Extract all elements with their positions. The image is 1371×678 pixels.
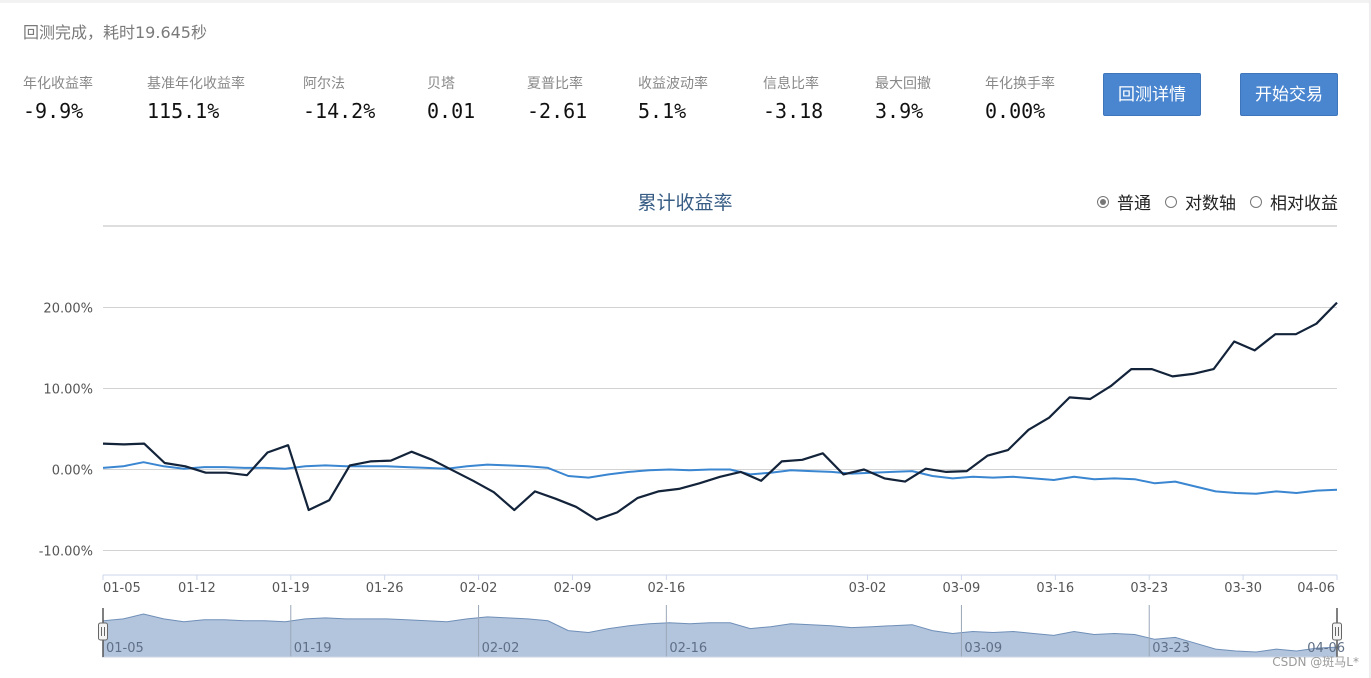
x-tick-label: 02-09 <box>554 581 592 596</box>
x-tick-label: 03-23 <box>1130 581 1168 596</box>
metric-annual-return: 年化收益率 -9.9% <box>23 73 93 123</box>
metric-label: 贝塔 <box>427 76 455 92</box>
navigator-label: 03-09 <box>964 641 1002 656</box>
x-tick-label: 02-02 <box>460 581 498 596</box>
metric-value: -2.61 <box>527 99 588 123</box>
range-navigator: 01-05 01-19 02-02 02-16 03-09 03-23 04-06 <box>98 605 1345 658</box>
x-tick-label: 01-19 <box>272 581 310 596</box>
y-tick-label: -10.00% <box>39 545 93 560</box>
radio-selected-icon <box>1097 195 1109 208</box>
scale-option-log[interactable]: 对数轴 <box>1165 189 1236 214</box>
series-lines <box>102 301 1338 521</box>
right-border <box>1369 0 1371 678</box>
scale-option-relative[interactable]: 相对收益 <box>1250 189 1338 214</box>
y-gridlines <box>103 307 1337 551</box>
metric-label: 阿尔法 <box>303 76 345 92</box>
metric-value: 3.9% <box>875 99 924 123</box>
y-tick-label: 10.00% <box>43 383 93 398</box>
x-tick-label: 03-30 <box>1224 581 1262 596</box>
y-tick-labels: 20.00% 10.00% 0.00% -10.00% <box>39 302 93 560</box>
navigator-area <box>102 613 1338 658</box>
x-tick-label: 03-16 <box>1036 581 1074 596</box>
metric-value: 0.01 <box>427 99 476 123</box>
strategy-return-line <box>102 461 1338 495</box>
metric-value: 115.1% <box>147 99 220 123</box>
start-trading-button[interactable]: 开始交易 <box>1240 73 1338 116</box>
metric-beta: 贝塔 0.01 <box>427 73 475 123</box>
metric-label: 年化换手率 <box>985 76 1055 92</box>
navigator-label: 02-02 <box>482 641 520 656</box>
radio-icon <box>1250 195 1262 208</box>
x-tick-label: 03-02 <box>849 581 887 596</box>
scale-option-normal[interactable]: 普通 <box>1097 189 1151 214</box>
y-tick-label: 20.00% <box>43 302 93 317</box>
metric-label: 基准年化收益率 <box>147 76 245 92</box>
radio-icon <box>1165 195 1177 208</box>
scale-option-label: 相对收益 <box>1270 194 1338 214</box>
metric-sharpe: 夏普比率 -2.61 <box>527 73 587 123</box>
metric-information-ratio: 信息比率 -3.18 <box>763 73 823 123</box>
x-tick-label: 04-06 <box>1297 581 1335 596</box>
metric-turnover: 年化换手率 0.00% <box>985 73 1055 123</box>
metric-label: 夏普比率 <box>527 76 583 92</box>
y-tick-label: 0.00% <box>52 464 93 479</box>
metric-label: 最大回撤 <box>875 76 931 92</box>
x-tick-labels: 01-05 01-12 01-19 01-26 02-02 02-09 02-16 03-02… <box>102 575 1338 596</box>
metric-value: 5.1% <box>638 99 687 123</box>
metric-volatility: 收益波动率 5.1% <box>638 73 708 123</box>
metric-max-drawdown: 最大回撤 3.9% <box>875 73 931 123</box>
backtest-status: 回测完成，耗时19.645秒 <box>23 23 207 42</box>
x-tick-label: 03-09 <box>943 581 981 596</box>
x-tick-label: 02-16 <box>647 581 685 596</box>
metric-value: 0.00% <box>985 99 1046 123</box>
navigator-label: 03-23 <box>1152 641 1190 656</box>
metric-value: -9.9% <box>23 99 84 123</box>
top-border <box>0 0 1371 3</box>
navigator-label: 01-05 <box>106 641 144 656</box>
backtest-detail-button[interactable]: 回测详情 <box>1103 73 1201 116</box>
metric-label: 收益波动率 <box>638 76 708 92</box>
navigator-label: 01-19 <box>294 641 332 656</box>
metric-label: 信息比率 <box>763 76 819 92</box>
metric-label: 年化收益率 <box>23 76 93 92</box>
metric-value: -3.18 <box>763 99 824 123</box>
chart-title: 累计收益率 <box>637 192 733 214</box>
x-tick-label: 01-26 <box>366 581 404 596</box>
benchmark-return-line <box>102 301 1338 521</box>
x-tick-label: 01-05 <box>103 581 141 596</box>
navigator-left-handle[interactable] <box>98 622 108 641</box>
navigator-right-handle[interactable] <box>1332 622 1342 641</box>
metric-alpha: 阿尔法 -14.2% <box>303 73 375 123</box>
navigator-label: 02-16 <box>669 641 707 656</box>
watermark: CSDN @斑马L* <box>1272 655 1359 669</box>
scale-option-label: 对数轴 <box>1185 194 1236 214</box>
navigator-background <box>103 605 1337 657</box>
scale-options: 普通 对数轴 相对收益 <box>1097 189 1338 214</box>
metric-benchmark-annual-return: 基准年化收益率 115.1% <box>147 73 245 123</box>
scale-option-label: 普通 <box>1117 194 1151 214</box>
x-tick-label: 01-12 <box>178 581 216 596</box>
metric-value: -14.2% <box>303 99 376 123</box>
